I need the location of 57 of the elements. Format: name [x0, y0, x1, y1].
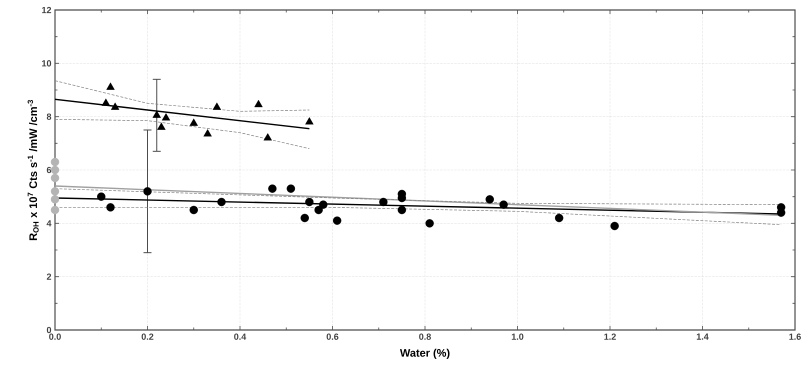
point [102, 98, 110, 106]
y-tick-label: 6 [46, 166, 52, 174]
y-tick-label: 4 [46, 220, 52, 226]
point [305, 198, 314, 206]
point [50, 158, 60, 166]
x-tick-label: 1.0 [512, 334, 524, 340]
point [203, 129, 212, 136]
point [190, 206, 198, 214]
point [157, 122, 166, 130]
point [268, 184, 277, 193]
point [50, 206, 60, 214]
y-tick-label: 2 [46, 274, 52, 280]
line-series [54, 118, 310, 150]
point [110, 102, 120, 110]
point [319, 200, 328, 209]
point [152, 110, 161, 118]
x-tick-label: 0.2 [142, 334, 154, 340]
y-tick-label: 10 [42, 60, 52, 67]
point [332, 216, 342, 225]
x-tick-label: 1.2 [604, 334, 616, 340]
point [50, 187, 60, 196]
x-tick-label: 0.8 [419, 334, 431, 340]
point [398, 206, 406, 214]
line-series [54, 80, 310, 112]
point [162, 113, 170, 120]
point [286, 184, 296, 193]
point [486, 195, 494, 204]
point [143, 187, 152, 196]
point [106, 203, 115, 212]
y-tick-label: 8 [46, 113, 52, 120]
point [379, 198, 388, 206]
x-tick-label: 0.0 [49, 334, 61, 340]
point [425, 219, 434, 228]
y-axis-title: R$_{OH}$ x 10$^{7}$ Cts s$^{-1}$ /mW /cm$^{-3}$ [28, 100, 39, 240]
point [50, 195, 60, 204]
point [610, 222, 619, 230]
point [300, 214, 309, 222]
point [50, 174, 60, 182]
y-tick-label: 0 [46, 326, 52, 334]
point [50, 166, 60, 174]
point [264, 133, 272, 140]
y-tick-label: 12 [42, 6, 52, 14]
point [314, 206, 323, 214]
point [305, 117, 314, 124]
point [217, 198, 226, 206]
x-tick-label: 1.6 [789, 334, 801, 340]
x-tick-label: 0.4 [234, 334, 246, 340]
point [554, 214, 564, 222]
x-axis-title: Water (%) [400, 348, 450, 359]
point [97, 192, 106, 201]
point [254, 100, 263, 108]
point [212, 102, 222, 110]
x-tick-label: 0.6 [326, 334, 338, 340]
x-tick-label: 1.4 [696, 334, 709, 340]
point [106, 82, 115, 90]
point [190, 118, 198, 126]
point [499, 200, 508, 209]
